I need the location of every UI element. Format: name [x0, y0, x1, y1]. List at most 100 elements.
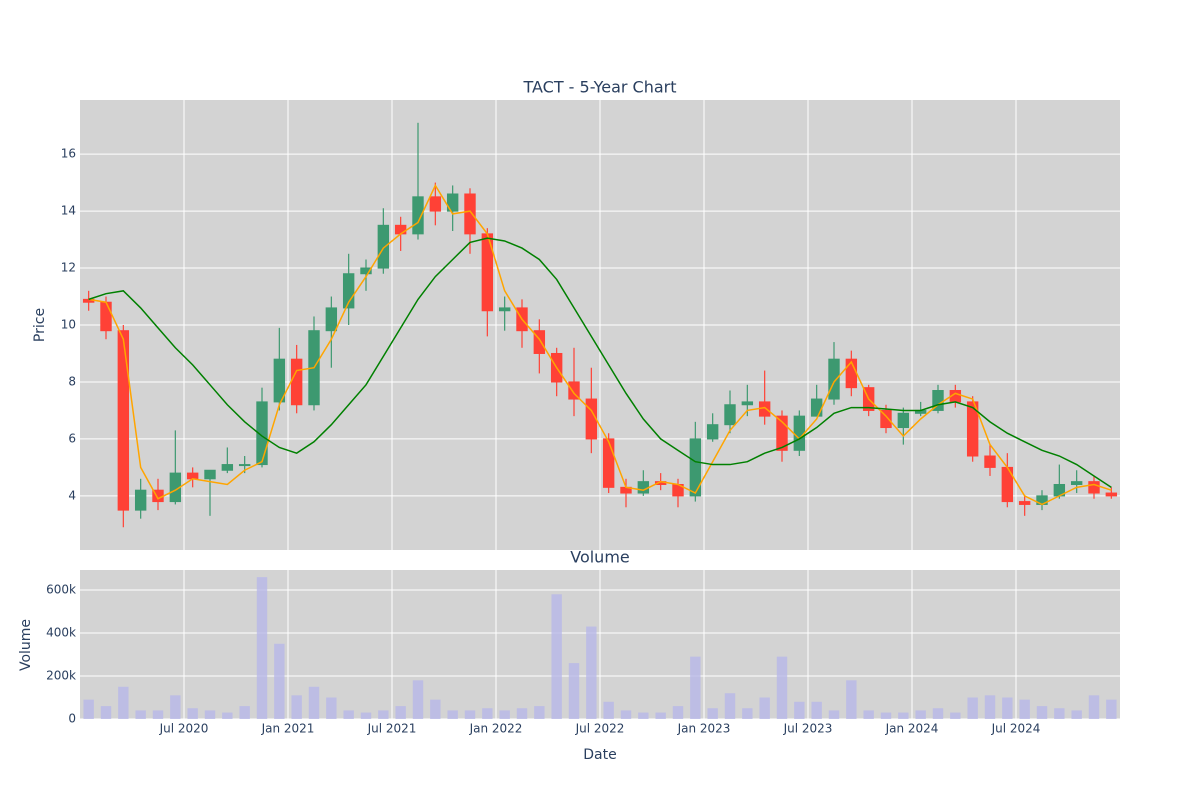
volume-bar [932, 708, 944, 719]
candle-body [100, 301, 112, 332]
volume-bar [83, 699, 94, 719]
candle-body [828, 358, 840, 400]
volume-bar [256, 577, 268, 719]
candle-body [446, 193, 459, 212]
x-axis-label: Date [583, 747, 616, 763]
volume-bar [984, 695, 996, 719]
candle-body [568, 381, 580, 400]
y-tick-label: 4 [68, 488, 76, 502]
candle-body [724, 404, 736, 426]
volume-bar [482, 708, 493, 719]
volume-bar [239, 706, 250, 719]
volume-title: Volume [570, 548, 630, 567]
volume-bar [308, 686, 320, 719]
volume-bar [343, 710, 354, 719]
volume-bar [967, 697, 978, 719]
candle-body [533, 330, 546, 354]
candle-body [758, 401, 771, 417]
volume-bar [655, 712, 666, 719]
candle-body [429, 196, 442, 212]
volume-bar [846, 680, 857, 719]
x-tick-label: Jul 2022 [575, 722, 625, 736]
volume-bar [672, 706, 684, 719]
candle-body [1018, 501, 1031, 505]
volume-bar [1036, 706, 1048, 719]
candle-body [776, 415, 788, 451]
candle-body [897, 412, 910, 429]
candle-body [412, 196, 424, 235]
candle-body [706, 424, 719, 440]
volume-bar [724, 693, 736, 719]
x-tick-label: Jan 2022 [469, 722, 523, 736]
volume-bar [950, 712, 961, 719]
candle-body [204, 469, 216, 480]
candle-body [256, 401, 268, 466]
volume-bar [378, 710, 389, 719]
volume-bar [603, 701, 614, 719]
candle-body [810, 398, 823, 417]
moving-average-line [88, 237, 1112, 488]
volume-bar [586, 626, 597, 719]
y-tick-label: 12 [61, 261, 76, 275]
x-tick-label: Jul 2024 [991, 722, 1041, 736]
x-tick-label: Jan 2024 [885, 722, 939, 736]
candle-body [498, 307, 511, 312]
candle-body [880, 409, 892, 429]
volume-bar [1054, 708, 1065, 719]
volume-bar [204, 710, 216, 719]
volume-bar [291, 695, 302, 719]
volume-bar [742, 708, 753, 719]
volume-bar [794, 701, 805, 719]
volume-bar [707, 708, 718, 719]
volume-bar [100, 706, 112, 719]
volume-bar [1019, 699, 1030, 719]
y-tick-label: 10 [61, 318, 76, 332]
volume-bar [516, 708, 528, 719]
candle-body [689, 438, 702, 497]
volume-bar [811, 701, 822, 719]
volume-bar [222, 712, 233, 719]
candle-body [117, 330, 130, 511]
candle-body [221, 464, 234, 471]
candle-body [238, 464, 251, 467]
y-tick-label: 16 [61, 147, 76, 161]
volume-bar [759, 697, 770, 719]
y-axis-label: Price [32, 308, 48, 342]
candle-body [377, 224, 390, 269]
volume-bar [274, 643, 285, 719]
x-tick-label: Jan 2021 [261, 722, 315, 736]
volume-bar [551, 594, 562, 719]
volume-bar [187, 708, 198, 719]
volume-bar [1106, 699, 1117, 719]
volume-bar [395, 706, 406, 719]
candle-body [1070, 481, 1083, 485]
volume-bar [1088, 695, 1100, 719]
volume-bar [690, 656, 701, 719]
volume-bar [863, 710, 874, 719]
volume-bar [638, 712, 649, 719]
volume-bar [534, 706, 545, 719]
candle-body [637, 481, 650, 494]
y-tick-label: 600k [46, 582, 76, 596]
volume-bar [152, 710, 164, 719]
x-tick-label: Jul 2020 [159, 722, 209, 736]
volume-bar [412, 680, 424, 719]
x-tick-label: Jul 2021 [367, 722, 417, 736]
volume-bar [360, 712, 372, 719]
y-tick-label: 8 [68, 374, 76, 388]
candle-body [1105, 492, 1118, 497]
volume-bar [776, 656, 788, 719]
volume-bar [326, 697, 337, 719]
candle-body [394, 224, 407, 235]
volume-bar [118, 686, 129, 719]
candle-body [602, 438, 615, 488]
x-tick-label: Jul 2023 [783, 722, 833, 736]
volume-bar [430, 699, 441, 719]
y-tick-label: 400k [46, 625, 76, 639]
volume-bar [915, 710, 926, 719]
candle-body [585, 398, 598, 440]
candle-body [360, 267, 372, 275]
volume-bar [135, 710, 146, 719]
candle-body [741, 401, 754, 406]
